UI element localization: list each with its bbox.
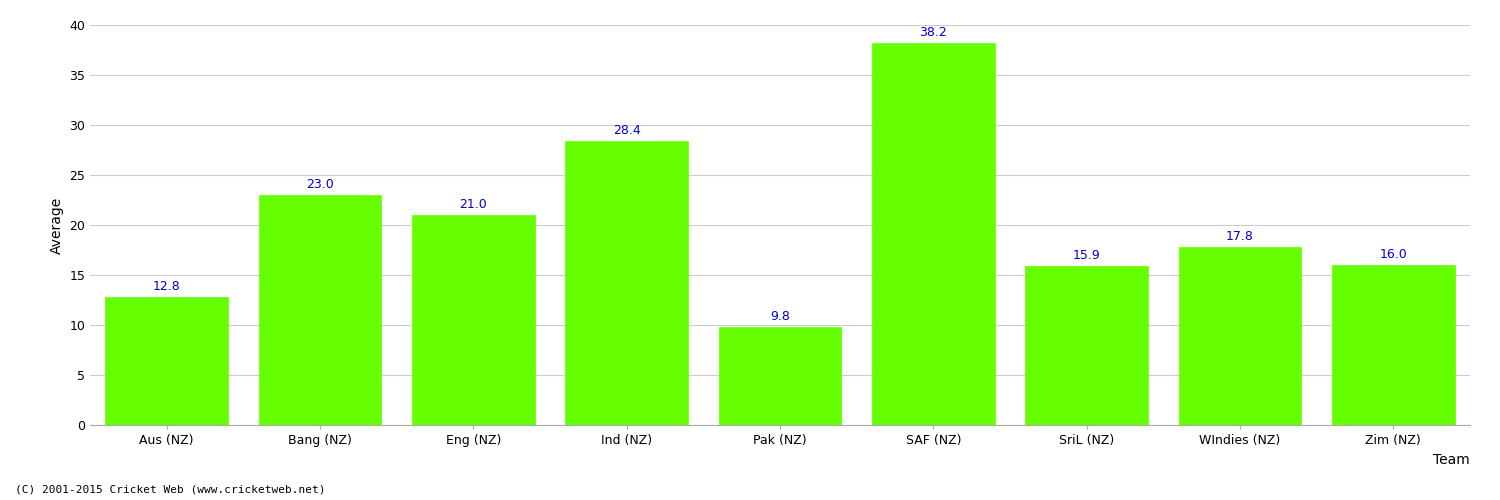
- Y-axis label: Average: Average: [50, 196, 63, 254]
- Text: 17.8: 17.8: [1226, 230, 1254, 243]
- Bar: [718, 327, 842, 425]
- Text: 16.0: 16.0: [1380, 248, 1407, 261]
- Bar: [1332, 265, 1455, 425]
- Text: 21.0: 21.0: [459, 198, 488, 211]
- Bar: [871, 43, 994, 425]
- Bar: [566, 141, 688, 425]
- Bar: [1026, 266, 1148, 425]
- Text: 23.0: 23.0: [306, 178, 334, 191]
- Bar: [1179, 247, 1302, 425]
- Text: 9.8: 9.8: [770, 310, 790, 323]
- Text: 38.2: 38.2: [920, 26, 946, 39]
- Text: (C) 2001-2015 Cricket Web (www.cricketweb.net): (C) 2001-2015 Cricket Web (www.cricketwe…: [15, 485, 326, 495]
- Text: 28.4: 28.4: [614, 124, 640, 137]
- Bar: [258, 195, 381, 425]
- X-axis label: Team: Team: [1434, 452, 1470, 466]
- Bar: [105, 297, 228, 425]
- Text: 15.9: 15.9: [1072, 249, 1101, 262]
- Bar: [413, 215, 534, 425]
- Text: 12.8: 12.8: [153, 280, 180, 293]
